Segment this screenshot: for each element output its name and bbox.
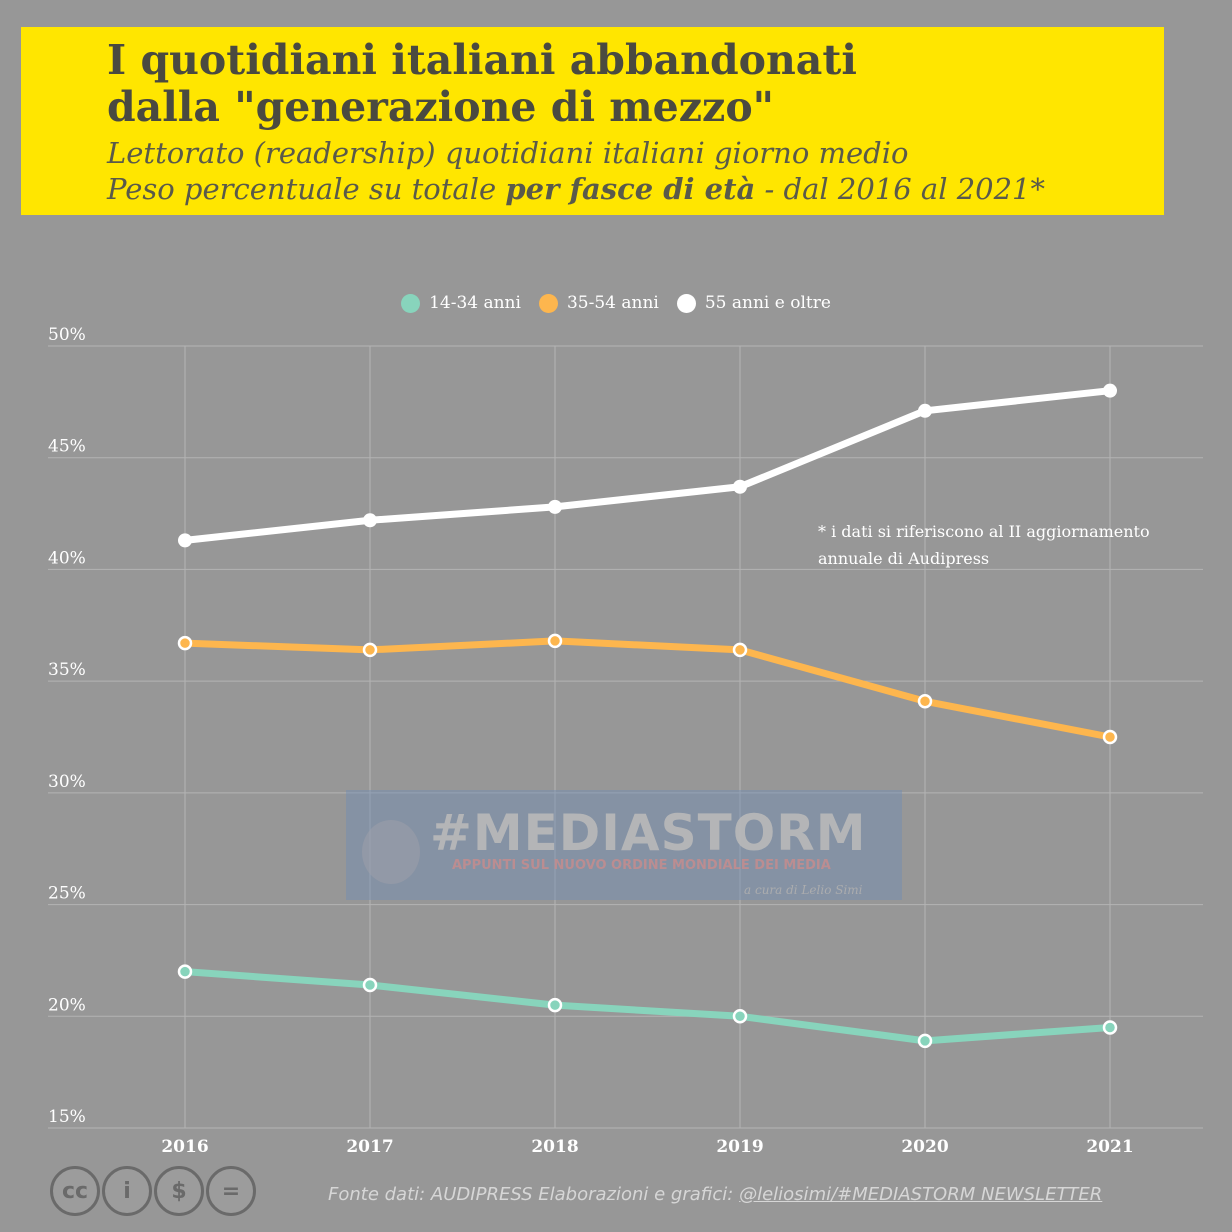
data-point-2 — [548, 499, 562, 514]
legend-label-55-plus: 55 anni e oltre — [704, 293, 831, 313]
watermark-title: #MEDIASTORM — [430, 804, 867, 862]
y-tick-label: 20% — [48, 995, 86, 1015]
data-point-2 — [918, 403, 932, 418]
legend-label-35-54: 35-54 anni — [566, 293, 659, 313]
license-badges: cc i $ = — [50, 1166, 256, 1216]
chart-title-line-2: dalla "generazione di mezzo" — [107, 83, 775, 131]
y-tick-label: 30% — [48, 772, 86, 792]
data-point-1 — [547, 633, 563, 649]
data-point-0 — [732, 1009, 748, 1024]
legend-label-14-34: 14-34 anni — [429, 293, 521, 313]
watermark-credit: a cura di Lelio Simi — [744, 883, 863, 897]
x-tick-label: 2017 — [346, 1137, 393, 1157]
x-tick-label: 2020 — [901, 1137, 948, 1157]
series-line-2 — [181, 387, 1114, 544]
data-point-2 — [363, 513, 377, 528]
data-point-1 — [732, 642, 748, 658]
mediastorm-logo-icon — [362, 820, 420, 884]
data-point-1 — [362, 642, 378, 658]
grid-layer — [48, 345, 1203, 1129]
legend-marker-14-34 — [401, 293, 421, 313]
data-point-1 — [1102, 729, 1118, 745]
chart-legend: 14-34 anni 35-54 anni 55 anni e oltre — [0, 293, 1232, 313]
nd-icon: = — [206, 1166, 256, 1216]
by-icon: i — [102, 1166, 152, 1216]
y-tick-label: 25% — [48, 884, 86, 904]
source-credit: Fonte dati: AUDIPRESS Elaborazioni e gra… — [328, 1184, 1188, 1205]
y-tick-label: 15% — [48, 1107, 86, 1127]
y-tick-label: 35% — [48, 660, 86, 680]
mediastorm-watermark: #MEDIASTORM APPUNTI SUL NUOVO ORDINE MON… — [346, 790, 902, 900]
legend-item-55-plus[interactable]: 55 anni e oltre — [676, 293, 831, 313]
legend-marker-35-54 — [538, 293, 558, 313]
source-prefix: Fonte dati: AUDIPRESS Elaborazioni e gra… — [328, 1184, 740, 1205]
subtitle-text-pre: Peso percentuale su totale — [107, 172, 506, 206]
source-handle-link[interactable]: @leliosimi/#MEDIASTORM NEWSLETTER — [739, 1184, 1103, 1205]
data-point-1 — [177, 635, 193, 651]
y-tick-label: 50% — [48, 325, 86, 345]
data-point-0 — [362, 977, 378, 993]
x-tick-label: 2016 — [161, 1137, 208, 1157]
axis-layer: 15% 20% 25% 30% 35% 40% 45% 50% 2016 2017 2018 2019… — [48, 325, 1134, 1157]
data-point-2 — [733, 479, 747, 494]
series-line-1 — [181, 637, 1114, 741]
x-tick-label: 2019 — [716, 1137, 763, 1157]
legend-marker-55-plus — [676, 293, 696, 313]
data-point-0 — [547, 997, 563, 1013]
subtitle-text-bold: per fasce di età — [505, 172, 756, 206]
x-tick-label: 2018 — [531, 1137, 578, 1157]
watermark-subtitle: APPUNTI SUL NUOVO ORDINE MONDIALE DEI ME… — [452, 858, 831, 873]
data-point-1 — [917, 694, 933, 709]
chart-title-line-1: I quotidiani italiani abbandonati — [107, 36, 857, 84]
data-point-0 — [1102, 1020, 1118, 1035]
y-tick-label: 40% — [48, 548, 86, 568]
chart-subtitle-line-2: Peso percentuale su totale per fasce di … — [107, 171, 1045, 207]
legend-item-14-34[interactable]: 14-34 anni — [401, 293, 521, 313]
footnote-line-1: * i dati si riferiscono al II aggiorname… — [818, 522, 1150, 541]
legend-item-35-54[interactable]: 35-54 anni — [538, 293, 659, 313]
y-tick-label: 45% — [48, 437, 86, 457]
data-point-2 — [178, 533, 192, 548]
series-layer — [177, 383, 1118, 1049]
subtitle-text-post: - dal 2016 al 2021* — [755, 172, 1046, 206]
series-line-0 — [181, 968, 1114, 1045]
title-box: I quotidiani italiani abbandonati dalla … — [21, 27, 1164, 215]
chart-subtitle-line-1: Lettorato (readership) quotidiani italia… — [107, 136, 909, 170]
nc-icon: $ — [154, 1166, 204, 1216]
data-point-2 — [1103, 383, 1117, 398]
footnote-line-2: annuale di Audipress — [818, 549, 990, 568]
data-point-0 — [177, 964, 193, 979]
data-point-0 — [917, 1033, 933, 1049]
cc-icon: cc — [50, 1166, 100, 1216]
chart-footnote: * i dati si riferiscono al II aggiorname… — [818, 518, 1188, 572]
x-tick-label: 2021 — [1086, 1137, 1133, 1157]
